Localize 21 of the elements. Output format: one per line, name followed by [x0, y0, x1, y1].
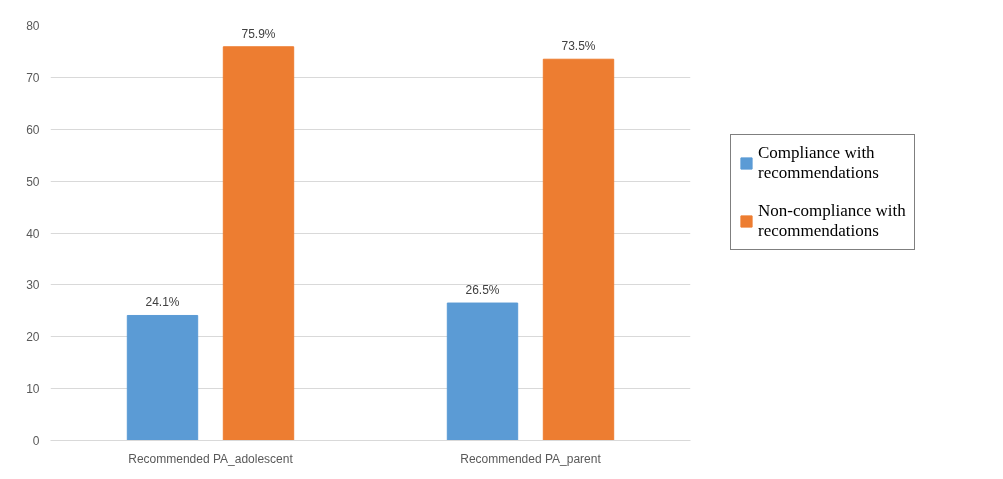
- y-tick-label: 20: [26, 330, 40, 345]
- data-label: 75.9%: [241, 26, 276, 41]
- y-tick-label: 40: [26, 226, 40, 241]
- data-label: 26.5%: [465, 283, 500, 298]
- data-label: 73.5%: [561, 39, 596, 54]
- legend-label: Non-compliance with recommendations: [758, 201, 906, 241]
- bar: [446, 302, 519, 441]
- y-tick-label: 70: [26, 70, 40, 85]
- y-tick-label: 50: [26, 174, 40, 189]
- bar: [542, 58, 615, 441]
- data-label: 24.1%: [145, 295, 180, 310]
- legend-label: Compliance with recommendations: [758, 143, 879, 183]
- y-tick-label: 80: [26, 19, 40, 33]
- bar: [222, 46, 295, 441]
- y-tick-label: 60: [26, 122, 40, 137]
- x-tick-label: Recommended PA_adolescent: [128, 451, 294, 466]
- bar: [126, 314, 199, 441]
- x-tick-label: Recommended PA_parent: [460, 451, 602, 466]
- y-tick-label: 10: [26, 382, 40, 397]
- y-tick-label: 0: [32, 434, 40, 448]
- y-tick-label: 30: [26, 278, 40, 293]
